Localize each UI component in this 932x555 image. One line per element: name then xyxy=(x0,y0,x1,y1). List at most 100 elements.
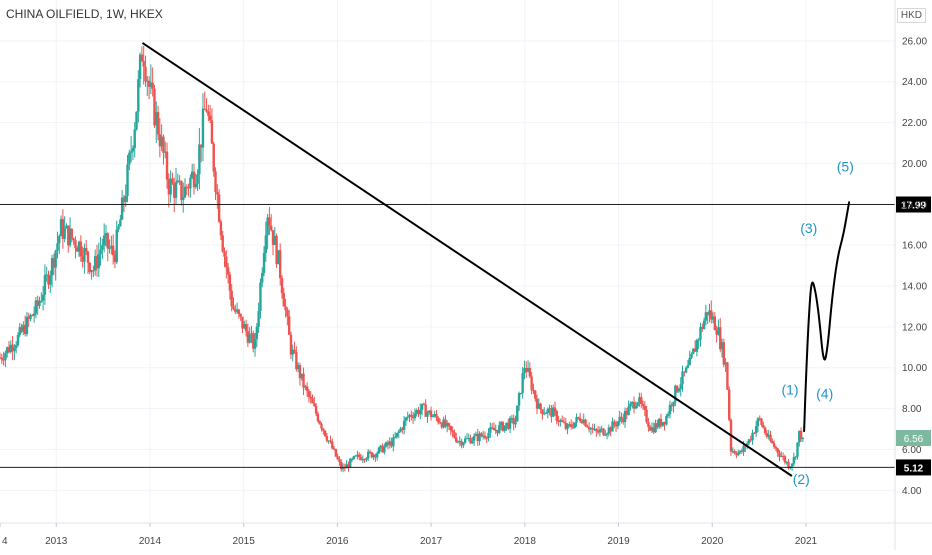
candle-body xyxy=(573,422,576,428)
candle-body xyxy=(388,441,391,445)
candle-body xyxy=(122,197,126,203)
candle-body xyxy=(271,230,275,245)
candle-body xyxy=(670,404,673,407)
candle-body xyxy=(314,406,318,414)
candle-body xyxy=(772,443,776,447)
candle-body xyxy=(560,419,564,422)
candle-body xyxy=(736,452,740,456)
candle-body xyxy=(792,457,796,464)
candle-body xyxy=(210,120,214,144)
candle-body xyxy=(697,339,700,341)
candle-body xyxy=(14,345,18,349)
candle-body xyxy=(77,241,81,252)
candle-body xyxy=(708,310,711,316)
candle-body xyxy=(264,235,268,254)
candle-body xyxy=(198,144,201,175)
candle-body xyxy=(625,410,629,415)
candle-body xyxy=(119,219,122,227)
candle-body xyxy=(194,183,197,188)
level-badge-label: 5.12 xyxy=(904,463,924,474)
candle-body xyxy=(207,111,210,116)
candle-body xyxy=(76,247,79,252)
candle-body xyxy=(523,368,526,374)
candle-body xyxy=(140,54,144,62)
candle-body xyxy=(672,401,675,407)
candle-body xyxy=(514,421,517,425)
candle-body xyxy=(221,235,224,252)
candle-body xyxy=(52,258,56,268)
candle-body xyxy=(246,331,250,343)
candle-body xyxy=(375,453,379,458)
candle-body xyxy=(138,54,142,80)
x-tick-label: 2016 xyxy=(326,536,349,547)
candle-body xyxy=(43,275,47,295)
candle-body xyxy=(587,427,591,430)
candle-body xyxy=(185,186,188,188)
candle-body xyxy=(38,301,41,306)
candle-body xyxy=(663,421,666,425)
candle-body xyxy=(287,316,291,335)
candle-body xyxy=(747,439,751,444)
candle-body xyxy=(261,272,264,283)
candle-body xyxy=(481,435,485,437)
candle-body xyxy=(347,464,350,468)
candle-body xyxy=(45,274,48,276)
candle-body xyxy=(374,454,377,458)
candle-body xyxy=(675,385,679,392)
candle-body xyxy=(659,418,663,426)
candle-body xyxy=(442,419,445,428)
wave-label: (4) xyxy=(816,385,833,401)
currency-label[interactable]: HKD xyxy=(896,8,926,23)
candle-body xyxy=(212,143,215,172)
candle-body xyxy=(446,423,449,427)
candle-body xyxy=(208,115,212,121)
candle-body xyxy=(609,427,612,432)
candle-body xyxy=(92,270,95,272)
y-tick-label: 20.00 xyxy=(902,159,927,170)
candle-body xyxy=(50,258,54,276)
candle-body xyxy=(128,152,131,165)
x-tick-label: 2015 xyxy=(233,536,256,547)
candle-body xyxy=(740,450,743,452)
candle-body xyxy=(593,429,596,431)
candles xyxy=(0,45,805,473)
candle-body xyxy=(354,455,357,457)
candle-body xyxy=(758,418,761,420)
candle-body xyxy=(381,445,384,453)
candle-body xyxy=(569,424,573,427)
candle-body xyxy=(494,429,497,431)
candle-body xyxy=(640,397,643,404)
candle-body xyxy=(338,459,341,462)
candle-body xyxy=(366,451,370,459)
candle-body xyxy=(111,245,115,256)
candle-body xyxy=(307,391,311,397)
trendline xyxy=(141,42,793,477)
candle-body xyxy=(478,433,481,442)
candle-body xyxy=(4,353,7,361)
candle-body xyxy=(286,310,289,317)
candle-body xyxy=(316,413,320,422)
candle-body xyxy=(65,225,68,229)
candle-body xyxy=(361,459,365,461)
candle-body xyxy=(171,178,174,184)
candle-body xyxy=(278,250,282,279)
candle-body xyxy=(54,250,57,268)
candle-body xyxy=(525,368,528,372)
candle-body xyxy=(176,180,180,183)
candle-body xyxy=(110,245,113,249)
candle-body xyxy=(190,171,194,178)
candle-body xyxy=(553,407,557,412)
candle-body xyxy=(456,441,460,443)
candle-body xyxy=(794,456,797,458)
candle-body xyxy=(586,426,589,428)
candle-body xyxy=(724,362,727,365)
candle-body xyxy=(244,324,248,332)
candle-body xyxy=(726,362,729,390)
candle-body xyxy=(56,243,59,251)
candle-body xyxy=(643,405,646,410)
candle-body xyxy=(722,342,726,365)
candle-body xyxy=(115,229,118,263)
candle-body xyxy=(384,442,388,447)
candle-body xyxy=(372,454,375,458)
